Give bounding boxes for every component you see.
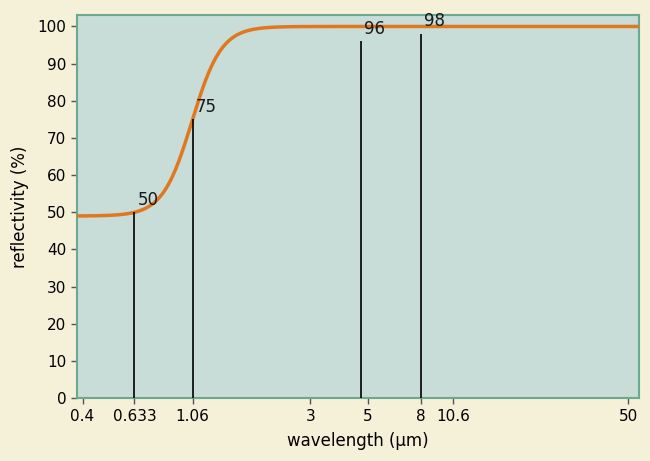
Text: 98: 98 [424, 12, 445, 30]
Text: 75: 75 [196, 98, 217, 116]
Y-axis label: reflectivity (%): reflectivity (%) [11, 146, 29, 268]
X-axis label: wavelength (μm): wavelength (μm) [287, 432, 428, 450]
Text: 50: 50 [138, 190, 159, 208]
Text: 96: 96 [364, 20, 385, 38]
